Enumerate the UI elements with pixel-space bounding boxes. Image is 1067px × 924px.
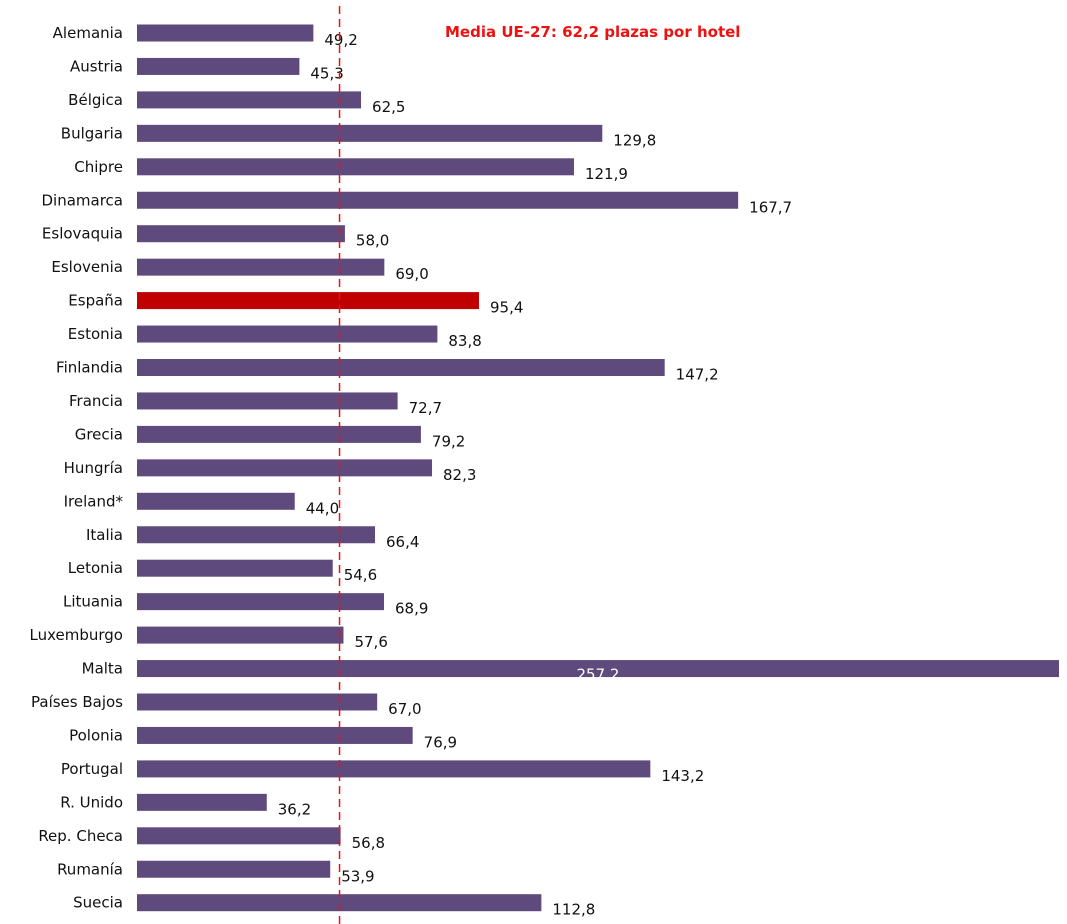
category-labels-group: Alemania Austria Bélgica Bulgaria Chipre Dina…	[30, 24, 124, 912]
bar-finlandia	[137, 359, 665, 376]
category-label-austria: Austria	[70, 57, 123, 75]
value-label-letonia: 54,6	[344, 566, 377, 584]
category-label-dinamarca: Dinamarca	[42, 191, 124, 209]
value-label-eslovaquia: 58,0	[356, 232, 389, 250]
bar-hungria	[137, 459, 433, 477]
value-label-eslovenia: 69,0	[395, 265, 428, 283]
value-label-italia: 66,4	[386, 533, 419, 551]
category-label-francia: Francia	[69, 392, 123, 410]
bar-lituania	[137, 593, 384, 611]
category-label-portugal: Portugal	[61, 760, 123, 778]
bar-portugal	[137, 760, 651, 778]
value-label-alemania: 49,2	[324, 31, 357, 49]
category-label-eslovenia: Eslovenia	[51, 258, 123, 276]
value-label-grecia: 79,2	[432, 432, 465, 450]
value-label-ireland: 44,0	[306, 499, 339, 517]
value-label-malta: 257,2	[577, 666, 620, 684]
category-label-lituania: Lituania	[63, 593, 123, 611]
value-label-portugal: 143,2	[661, 767, 704, 785]
value-label-chipre: 121,9	[585, 165, 628, 183]
value-label-bulgaria: 129,8	[613, 131, 656, 149]
bar-alemania	[137, 24, 314, 42]
category-label-italia: Italia	[86, 526, 123, 544]
bar-r-unido	[137, 793, 267, 811]
category-label-eslovaquia: Eslovaquia	[42, 225, 123, 243]
value-label-rumania: 53,9	[341, 867, 374, 885]
value-label-dinamarca: 167,7	[749, 198, 792, 216]
bar-grecia	[137, 425, 421, 443]
category-label-malta: Malta	[82, 660, 123, 678]
bar-paises-bajos	[137, 693, 378, 711]
category-label-r-unido: R. Unido	[60, 793, 123, 811]
category-label-espana: España	[68, 292, 123, 310]
category-label-paises-bajos: Países Bajos	[31, 693, 123, 711]
bar-eslovaquia	[137, 225, 345, 243]
value-label-espana: 95,4	[490, 299, 523, 317]
bar-suecia	[137, 894, 542, 912]
value-label-polonia: 76,9	[424, 733, 457, 751]
category-label-luxemburgo: Luxemburgo	[30, 626, 124, 644]
category-label-grecia: Grecia	[75, 425, 123, 443]
bars-group	[137, 24, 1059, 912]
bar-ireland	[137, 492, 295, 510]
value-label-suecia: 112,8	[552, 901, 595, 919]
value-label-luxemburgo: 57,6	[354, 633, 387, 651]
category-label-ireland: Ireland*	[64, 492, 124, 510]
bar-malta	[137, 660, 1059, 678]
value-label-paises-bajos: 67,0	[388, 700, 421, 718]
category-label-belgica: Bélgica	[68, 91, 123, 109]
value-label-belgica: 62,5	[372, 98, 405, 116]
bar-rumania	[137, 860, 331, 878]
category-label-alemania: Alemania	[53, 24, 123, 42]
bar-dinamarca	[137, 191, 739, 209]
bar-belgica	[137, 91, 362, 109]
bar-francia	[137, 392, 398, 410]
category-label-hungria: Hungría	[64, 459, 123, 477]
category-label-bulgaria: Bulgaria	[61, 124, 123, 142]
bar-eslovenia	[137, 258, 385, 276]
category-label-rumania: Rumanía	[57, 860, 123, 878]
category-label-letonia: Letonia	[68, 559, 123, 577]
bar-austria	[137, 57, 300, 75]
value-label-lituania: 68,9	[395, 600, 428, 618]
eu-average-annotation: Media UE-27: 62,2 plazas por hotel	[445, 23, 740, 41]
value-label-estonia: 83,8	[448, 332, 481, 350]
value-label-r-unido: 36,2	[278, 800, 311, 818]
category-label-rep-checa: Rep. Checa	[38, 827, 123, 845]
bar-chipre	[137, 158, 574, 176]
value-label-rep-checa: 56,8	[352, 834, 385, 852]
value-label-austria: 45,3	[310, 64, 343, 82]
value-label-francia: 72,7	[409, 399, 442, 417]
value-label-finlandia: 147,2	[676, 366, 719, 384]
value-label-hungria: 82,3	[443, 466, 476, 484]
value-labels-group: 49,2 45,3 62,5 129,8 121,9 167,7 58,0 69,0 95,4 8…	[278, 31, 792, 919]
category-label-polonia: Polonia	[69, 726, 123, 744]
category-label-estonia: Estonia	[68, 325, 123, 343]
bar-letonia	[137, 559, 333, 577]
category-label-suecia: Suecia	[73, 894, 123, 912]
bar-rep-checa	[137, 827, 341, 845]
bar-bulgaria	[137, 124, 603, 142]
bar-estonia	[137, 325, 438, 343]
category-label-finlandia: Finlandia	[56, 359, 123, 377]
bar-italia	[137, 526, 376, 544]
bar-polonia	[137, 726, 413, 744]
category-label-chipre: Chipre	[74, 158, 123, 176]
bar-luxemburgo	[137, 626, 344, 644]
bar-espana	[137, 292, 479, 310]
